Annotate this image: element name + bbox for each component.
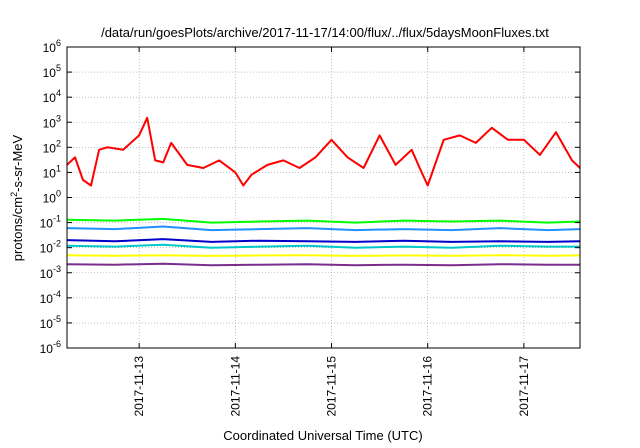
y-tick-base: 10	[43, 91, 57, 105]
y-tick-base: 10	[43, 41, 57, 55]
y-tick-label: 106	[43, 38, 61, 55]
y-tick-exp: 1	[56, 163, 61, 173]
y-tick-exp: -1	[53, 214, 61, 224]
y-tick-base: 10	[40, 342, 54, 356]
y-tick-label: 10-6	[40, 339, 61, 356]
y-tick-label: 10-3	[40, 264, 61, 281]
y-tick-label: 105	[43, 63, 61, 80]
y-tick-label: 10-1	[40, 214, 61, 231]
y-tick-base: 10	[43, 141, 57, 155]
y-axis-label-base: protons/cm	[10, 197, 25, 261]
y-tick-exp: 5	[56, 63, 61, 73]
y-tick-base: 10	[43, 166, 57, 180]
y-tick-exp: -4	[53, 289, 61, 299]
x-axis-ticks: 2017-11-13 2017-11-14 2017-11-15 2017-11-16…	[132, 47, 531, 417]
plot-frame	[66, 46, 581, 349]
y-tick-label: 10-5	[40, 314, 61, 331]
series-line	[66, 238, 581, 243]
y-tick-label: 10-4	[40, 289, 61, 306]
x-tick-label: 2017-11-14	[228, 356, 242, 417]
y-axis-ticks: 10-610-510-410-310-210-11001011021031041…	[40, 38, 580, 356]
x-tick-label: 2017-11-17	[517, 356, 531, 417]
series-line	[66, 243, 580, 249]
y-tick-base: 10	[40, 317, 54, 331]
chart-title: /data/run/goesPlots/archive/2017-11-17/1…	[101, 25, 549, 40]
y-axis-label: protons/cm2-s-sr-MeV	[9, 134, 25, 261]
y-tick-base: 10	[43, 192, 57, 206]
x-tick-label: 2017-11-13	[132, 356, 146, 417]
y-tick-exp: -2	[53, 239, 61, 249]
y-tick-exp: -5	[53, 314, 61, 324]
y-tick-base: 10	[40, 267, 54, 281]
y-tick-label: 101	[43, 163, 61, 180]
y-tick-exp: 0	[56, 189, 61, 199]
y-tick-exp: -3	[53, 264, 61, 274]
y-tick-base: 10	[40, 242, 54, 256]
y-tick-exp: 6	[56, 38, 61, 48]
series-layer	[66, 116, 581, 267]
x-axis-label: Coordinated Universal Time (UTC)	[223, 428, 422, 443]
series-line	[66, 116, 581, 187]
y-tick-exp: -6	[53, 339, 61, 349]
y-tick-label: 100	[43, 189, 61, 206]
y-tick-exp: 4	[56, 88, 61, 98]
y-tick-exp: 2	[56, 138, 61, 148]
series-line	[66, 262, 580, 267]
y-tick-base: 10	[43, 66, 57, 80]
y-tick-label: 103	[43, 113, 61, 130]
y-tick-label: 102	[43, 138, 61, 155]
y-axis-label-sup: 2	[9, 192, 19, 197]
y-tick-base: 10	[43, 116, 57, 130]
x-tick-label: 2017-11-15	[325, 356, 339, 417]
y-tick-label: 10-2	[40, 239, 61, 256]
y-tick-base: 10	[40, 292, 54, 306]
series-line	[66, 225, 581, 232]
series-line	[66, 254, 581, 257]
y-axis-label-rest: -s-sr-MeV	[10, 134, 25, 191]
y-tick-exp: 3	[56, 113, 61, 123]
series-line	[66, 217, 581, 224]
x-tick-label: 2017-11-16	[421, 356, 435, 417]
grid	[67, 46, 580, 349]
y-tick-base: 10	[40, 217, 54, 231]
y-tick-label: 104	[43, 88, 61, 105]
